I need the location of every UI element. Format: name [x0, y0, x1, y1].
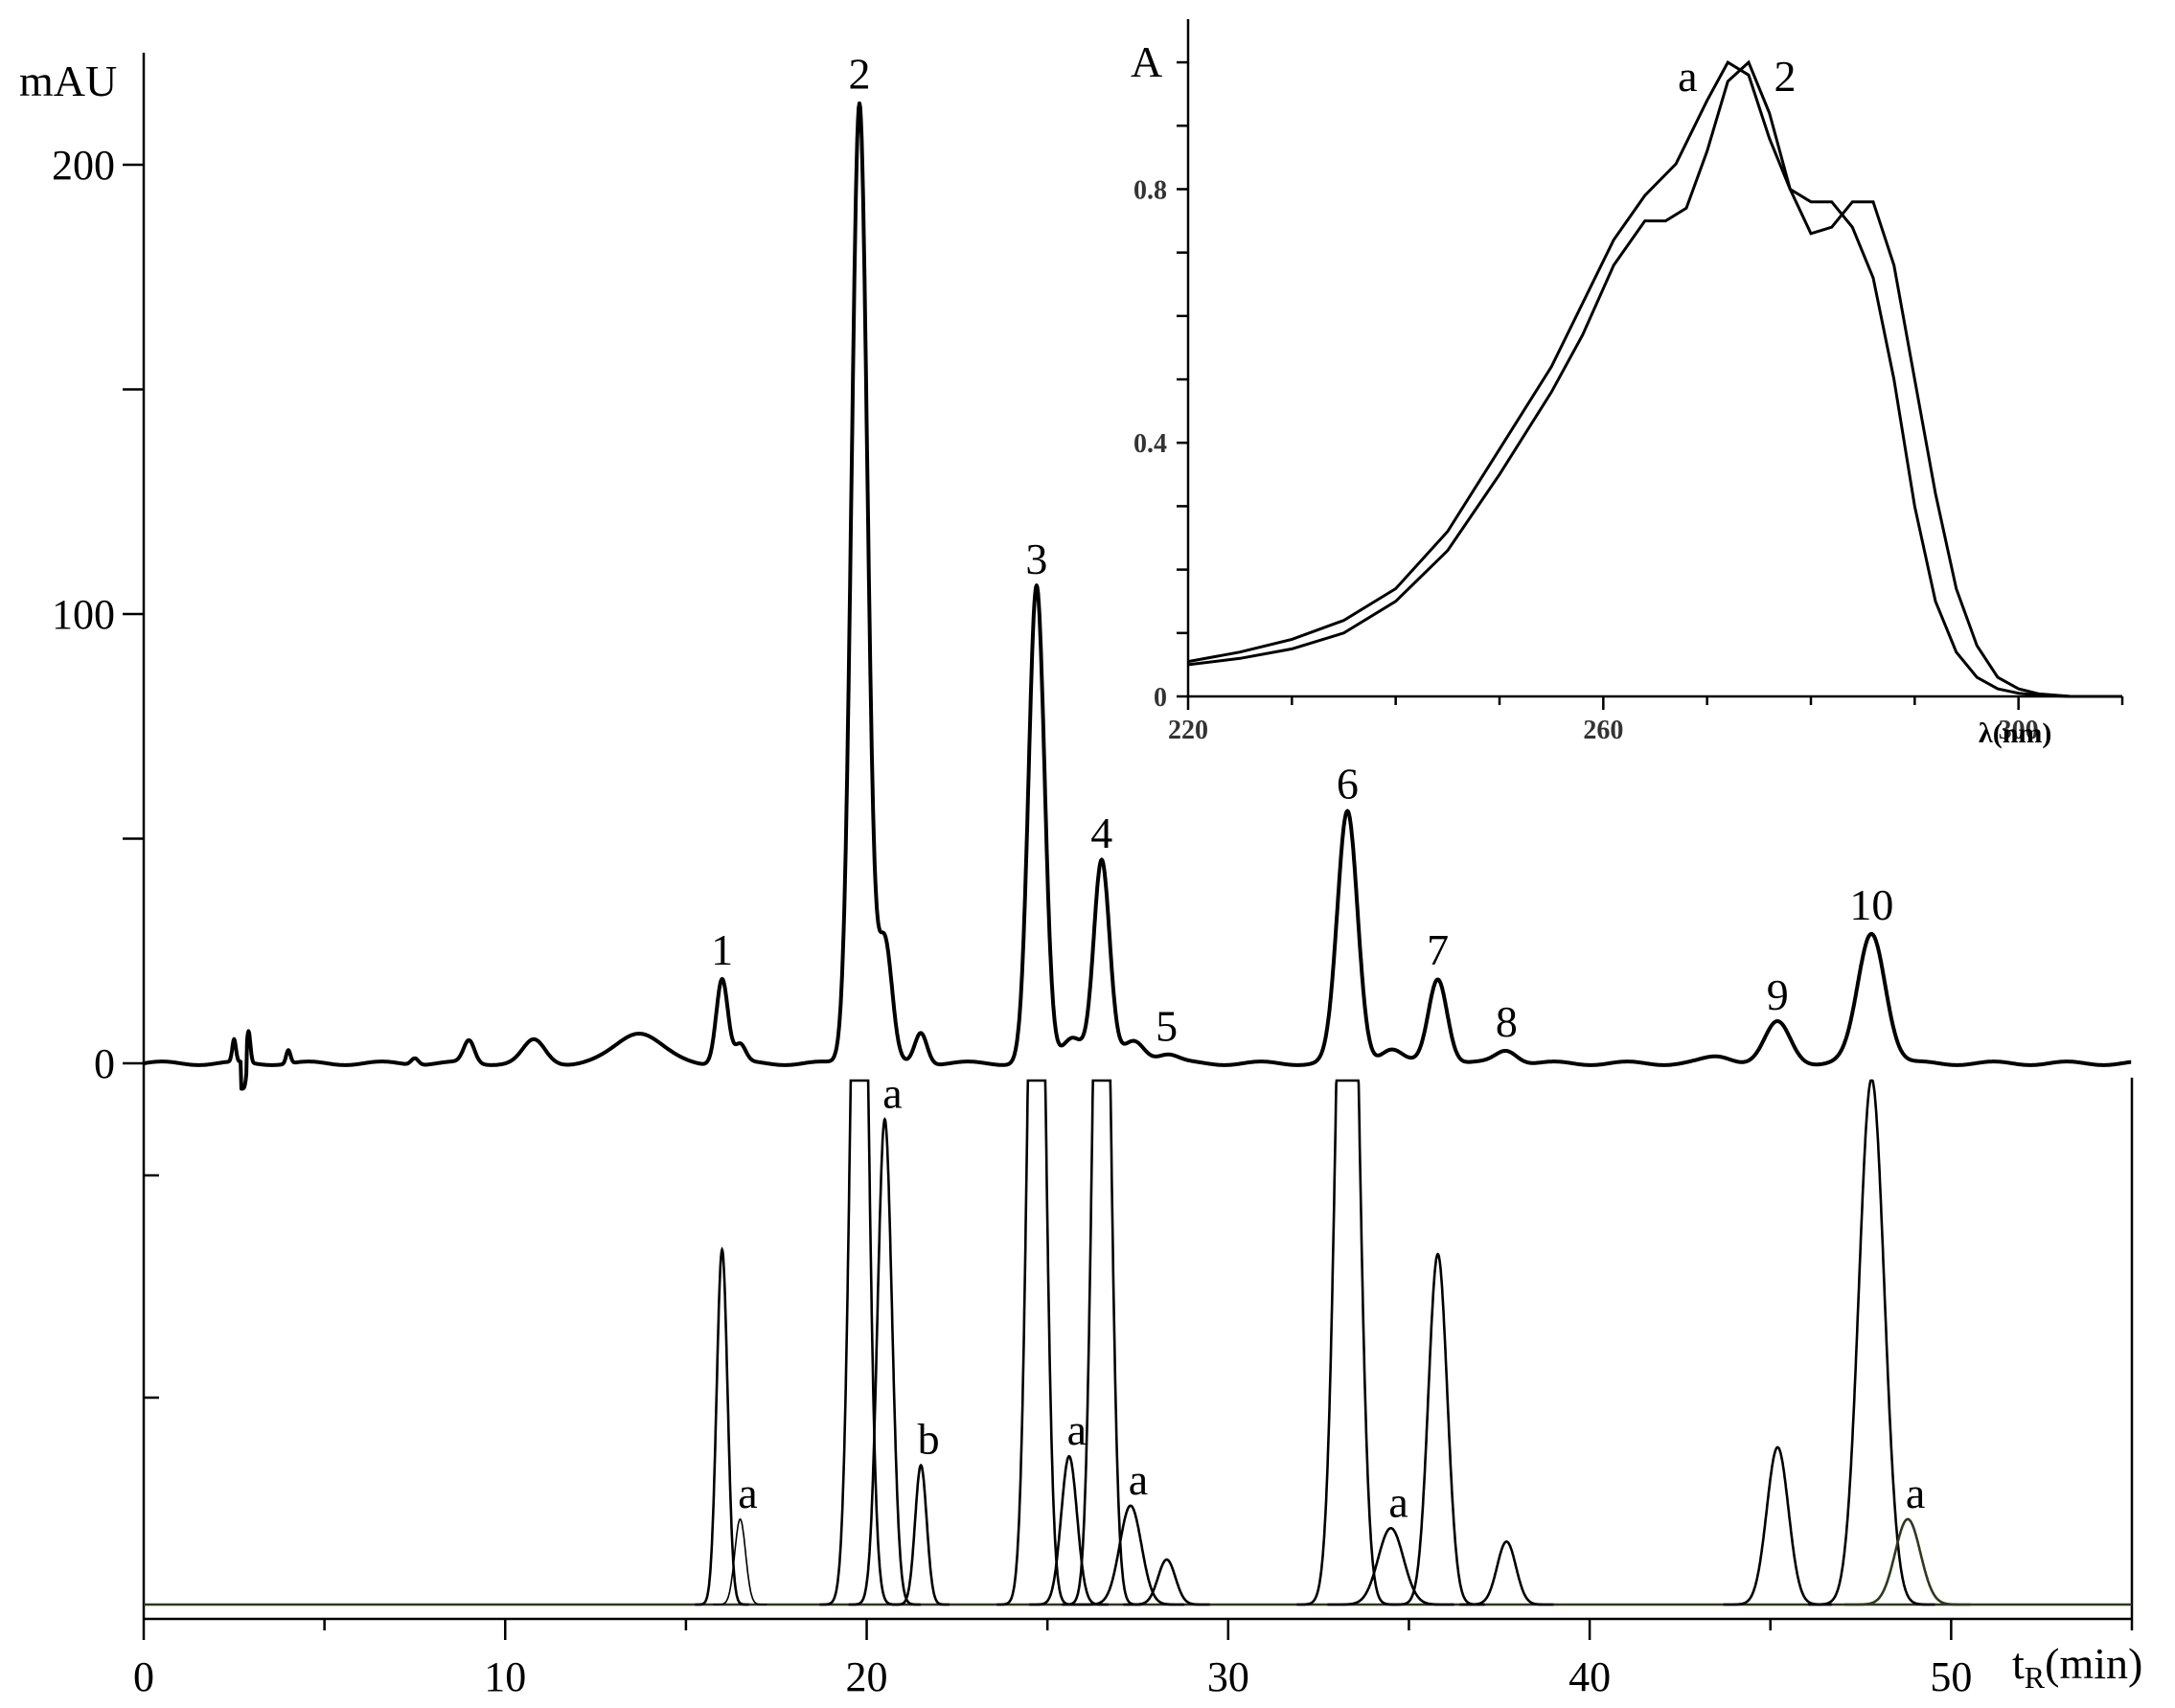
- deconvolution-peak-label: b: [918, 1415, 940, 1464]
- deconvolution-peak: [1296, 1079, 1399, 1606]
- deconvolution-peak: [1062, 1079, 1141, 1606]
- deconvolution-peaks: [695, 1079, 1972, 1606]
- deconvolution-peak: [996, 1079, 1076, 1606]
- main-x-ticks: 0 10 20 30 40 50: [133, 1619, 2134, 1700]
- peak-label: 10: [1849, 880, 1893, 929]
- deconvolution-peak: [1390, 1252, 1485, 1606]
- deconvolution-peak: [1327, 1527, 1454, 1606]
- y-tick-label: 100: [52, 591, 115, 638]
- x-tick-label: 40: [1568, 1653, 1611, 1700]
- peak-label: 1: [711, 925, 733, 974]
- x-tick-label: 30: [1207, 1653, 1249, 1700]
- deconvolution-peak: [1123, 1558, 1210, 1606]
- deconvolution-peak: [1029, 1454, 1109, 1606]
- x-tick-label: 10: [484, 1653, 526, 1700]
- inset-y-ticks: 0 0.4 0.8: [1133, 60, 1188, 713]
- y-tick-label: 0: [94, 1040, 115, 1087]
- peak-labels: 1 2 3 4 5 6 78 9 10: [711, 49, 1893, 1050]
- deconvolution-peak-label: a: [738, 1469, 757, 1517]
- peak-label: 3: [1025, 535, 1047, 583]
- inset-series-label: 2: [1774, 52, 1797, 101]
- deconvolution-peak: [819, 1079, 900, 1606]
- deconvolution-peak: [1844, 1517, 1972, 1606]
- inset-y-tick-label: 0: [1154, 683, 1167, 713]
- x-tick-label: 50: [1930, 1653, 1972, 1700]
- y-tick-label: 200: [52, 142, 115, 189]
- deconvolution-peak: [892, 1463, 950, 1606]
- inset-y-axis-label: A: [1131, 37, 1162, 86]
- inset-series-line: [1187, 59, 2122, 698]
- peak-label: 5: [1156, 1002, 1178, 1051]
- deconvolution-peak-label: a: [1906, 1469, 1925, 1517]
- inset-x-tick-label: 300: [1999, 716, 2039, 745]
- deconvolution-peak: [713, 1518, 767, 1606]
- inset-x-axis-label: λ(nm): [1979, 717, 2051, 749]
- inset-x-tick-label: 260: [1583, 716, 1623, 745]
- x-tick-label: 20: [846, 1653, 888, 1700]
- deconvolution-peak-label: a: [882, 1068, 902, 1117]
- main-x-axis-label: tR(min): [2012, 1639, 2142, 1695]
- deconvolution-peak: [1076, 1504, 1185, 1606]
- deconvolution-peak: [1723, 1446, 1832, 1606]
- peak-label: 7: [1427, 925, 1449, 974]
- deconvolution-peak: [695, 1246, 749, 1606]
- deconvolution-peak: [1459, 1539, 1554, 1606]
- peak-label: 6: [1337, 759, 1359, 808]
- deconvolution-peak: [848, 1117, 921, 1606]
- peak-label: 2: [849, 49, 871, 98]
- deconvolution-peak-label: a: [1129, 1455, 1148, 1504]
- deconvolution-peak-label: a: [1388, 1477, 1408, 1526]
- inset-y-tick-label: 0.4: [1133, 429, 1167, 459]
- inset-y-tick-label: 0.8: [1133, 175, 1167, 205]
- inset-series-label: a: [1678, 52, 1697, 101]
- deconvolution-peak: [1808, 1079, 1935, 1606]
- peak-label: 4: [1090, 808, 1112, 857]
- peak-label: 9: [1767, 970, 1789, 1019]
- inset-series: [1187, 59, 2122, 698]
- inset-x-tick-label: 220: [1168, 716, 1208, 745]
- x-tick-label: 0: [133, 1653, 154, 1700]
- main-y-axis-label: mAU: [19, 57, 117, 105]
- deconvolution-peak-labels: aab aa a a: [738, 1068, 1925, 1526]
- inset-series-line: [1187, 60, 2122, 698]
- x-label-main: t: [2012, 1639, 2025, 1688]
- x-label-subscript: R: [2025, 1660, 2046, 1695]
- chromatogram-trace: [142, 101, 2133, 1091]
- main-y-ticks: 0 100 200: [52, 142, 159, 1400]
- peak-label: 8: [1496, 997, 1518, 1046]
- x-label-unit: (min): [2045, 1639, 2142, 1688]
- inset-x-ticks: 220 260 300: [1168, 696, 2124, 745]
- deconvolution-peak-label: a: [1067, 1405, 1087, 1454]
